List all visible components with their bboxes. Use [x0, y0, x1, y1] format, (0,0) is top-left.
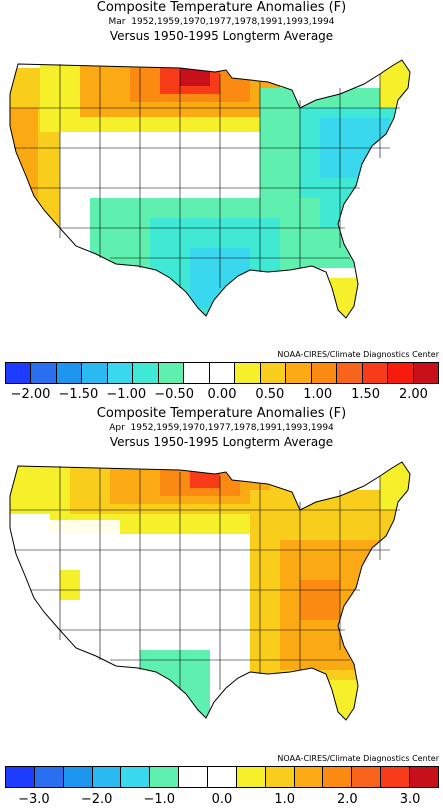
color-swatch: [294, 767, 324, 787]
march-anomaly-panel: Composite Temperature Anomalies (F) Mar …: [0, 0, 443, 403]
color-scale-tick-label: −3.0: [18, 792, 50, 807]
color-swatch: [150, 767, 180, 787]
color-swatch: [208, 767, 237, 787]
color-scale-ticks: −3.0 −2.0 −1.0 0.0 1.0 2.0 3.0: [0, 792, 443, 808]
color-scale-ticks: −2.00 −1.50 −1.00 −0.50 0.00 0.50 1.00 1.50 2.00: [0, 387, 443, 403]
april-anomaly-panel: Composite Temperature Anomalies (F) Apr …: [0, 406, 443, 812]
color-swatch: [158, 363, 185, 383]
color-swatch: [260, 363, 287, 383]
color-scale-tick-label: 0.00: [207, 387, 237, 402]
color-swatch: [265, 767, 295, 787]
credit-label: NOAA-CIRES/Climate Diagnostics Center: [277, 350, 439, 359]
color-swatch: [34, 767, 64, 787]
color-swatch: [133, 363, 159, 383]
us-climate-division-map: [9, 461, 411, 721]
state-borders: [10, 466, 400, 690]
color-swatch: [107, 363, 134, 383]
color-scale-tick-label: 2.0: [337, 792, 358, 807]
color-swatch: [286, 363, 312, 383]
state-borders: [10, 64, 400, 288]
map-title: Composite Temperature Anomalies (F): [96, 406, 347, 421]
color-scale-tick-label: −0.50: [154, 387, 195, 402]
color-swatch: [63, 767, 93, 787]
color-scale-tick-label: −1.50: [58, 387, 99, 402]
color-scale-tick-label: 0.0: [211, 792, 233, 807]
map-title: Composite Temperature Anomalies (F): [96, 0, 347, 15]
color-swatch: [121, 767, 151, 787]
color-swatch: [6, 363, 32, 383]
anomaly-shading: [10, 60, 410, 318]
color-scale-tick-label: 1.00: [303, 387, 333, 402]
color-scale-tick-label: −1.0: [143, 792, 176, 807]
color-swatch: [413, 363, 438, 383]
color-swatch: [352, 767, 382, 787]
color-swatch: [31, 363, 57, 383]
color-scale-tick-label: 3.0: [399, 792, 421, 807]
color-scale-tick-label: −2.0: [80, 792, 113, 807]
baseline-label: Versus 1950-1995 Longterm Average: [109, 29, 334, 43]
color-swatch: [311, 363, 338, 383]
color-swatch: [6, 767, 35, 787]
color-swatch: [236, 767, 266, 787]
color-swatch: [323, 767, 353, 787]
month-label: Mar: [108, 17, 126, 27]
color-swatch: [381, 767, 411, 787]
color-scale-bar: [5, 362, 439, 384]
years-label: 1952,1959,1970,1977,1978,1991,1993,1994: [131, 17, 335, 27]
baseline-label: Versus 1950-1995 Longterm Average: [109, 435, 334, 449]
credit-label: NOAA-CIRES/Climate Diagnostics Center: [277, 754, 439, 763]
color-swatch: [388, 363, 414, 383]
years-label: 1952,1959,1970,1977,1978,1991,1993,1994: [130, 423, 334, 433]
color-swatch: [56, 363, 83, 383]
color-swatch: [82, 363, 108, 383]
color-swatch: [337, 363, 363, 383]
color-scale-tick-label: 1.0: [274, 792, 296, 807]
color-swatch: [184, 363, 210, 383]
color-scale-tick-label: 1.50: [351, 387, 381, 402]
color-swatch: [235, 363, 261, 383]
color-swatch: [179, 767, 209, 787]
color-swatch: [362, 363, 389, 383]
color-swatch: [410, 767, 438, 787]
color-scale-tick-label: 0.50: [255, 387, 285, 402]
color-scale-bar: [5, 766, 439, 788]
anomaly-shading: [10, 462, 410, 720]
color-swatch: [92, 767, 122, 787]
color-scale-tick-label: −1.00: [106, 387, 147, 402]
color-swatch: [209, 363, 236, 383]
color-scale-tick-label: −2.00: [10, 387, 51, 402]
us-climate-division-map: [9, 59, 411, 319]
composite-years: Mar 1952,1959,1970,1977,1978,1991,1993,1…: [0, 17, 443, 27]
month-label: Apr: [109, 423, 125, 433]
composite-years: Apr 1952,1959,1970,1977,1978,1991,1993,1…: [0, 423, 443, 433]
color-scale-tick-label: 2.00: [398, 387, 428, 402]
